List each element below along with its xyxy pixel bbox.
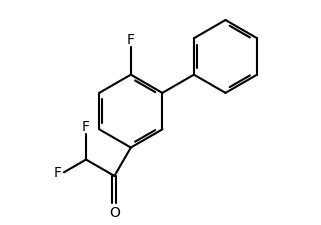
Text: F: F xyxy=(127,33,135,47)
Text: F: F xyxy=(54,166,62,180)
Text: F: F xyxy=(82,119,90,133)
Text: O: O xyxy=(109,205,120,219)
